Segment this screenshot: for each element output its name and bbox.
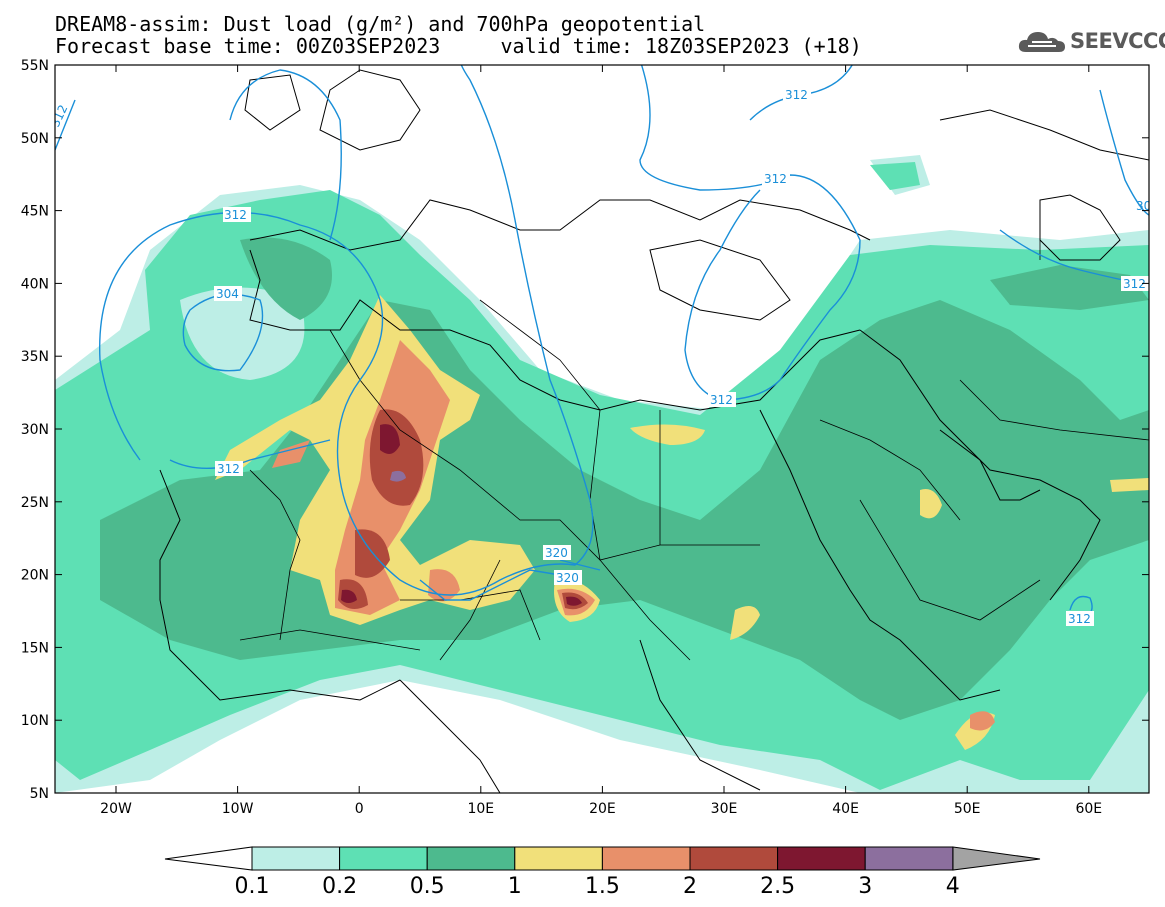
contour-label-group: 312 312 304 312 312 312 320 320 312 312 … <box>55 87 1151 626</box>
contour-label: 312 <box>764 172 787 186</box>
contour-label: 320 <box>556 571 579 585</box>
dust-band-3 <box>390 470 406 482</box>
colorbar-label: 2 <box>683 874 697 899</box>
lat-label: 10N <box>21 713 49 729</box>
lat-label: 5N <box>30 786 49 802</box>
dust-band-1.5d <box>970 711 995 731</box>
lat-label: 45N <box>21 204 49 220</box>
lon-label: 30E <box>711 801 738 817</box>
lat-label: 25N <box>21 495 49 511</box>
colorbar-label: 0.2 <box>322 874 357 899</box>
colorbar-cell <box>514 846 603 871</box>
dust-band-2.5c <box>566 596 582 606</box>
contour-label: 312 <box>1123 277 1146 291</box>
dust-band-0.2c <box>870 162 920 190</box>
dust-band-0.5c <box>990 265 1149 310</box>
contour-label: 312 <box>710 393 733 407</box>
lon-label: 50E <box>954 801 981 817</box>
colorbar-cell <box>689 846 779 871</box>
lon-label: 10W <box>222 801 254 817</box>
colorbar-label: 4 <box>946 874 960 899</box>
colorbar-label: 2.5 <box>760 874 795 899</box>
longitude-labels: 20W 10W 0 10E 20E 30E 40E 50E 60E <box>100 801 1102 817</box>
lat-label: 40N <box>21 276 49 292</box>
logo-text: SEEVCCC <box>1070 29 1165 53</box>
dust-band-0.5b <box>240 237 332 320</box>
lon-label: 60E <box>1075 801 1102 817</box>
lat-label: 20N <box>21 568 49 584</box>
axis-ticks <box>55 64 1149 794</box>
dust-band-2.5b <box>341 589 357 603</box>
lat-label: 50N <box>21 131 49 147</box>
lon-label: 40E <box>832 801 859 817</box>
contour-label: 304 <box>216 287 239 301</box>
contour-label: 312 <box>224 208 247 222</box>
forecast-time-line: Forecast base time: 00Z03SEP2023 valid t… <box>55 34 862 58</box>
contour-label: 312 <box>1068 612 1091 626</box>
colorbar-high-arrow <box>952 846 1041 871</box>
lat-label: 15N <box>21 640 49 656</box>
dust-band-1g <box>1110 478 1149 492</box>
colorbar-cell <box>251 846 341 871</box>
lat-label: 55N <box>21 58 49 74</box>
dust-band-0.2b <box>180 287 305 380</box>
colorbar-cell <box>601 846 691 871</box>
lon-label: 20E <box>589 801 616 817</box>
colorbar-cell <box>777 846 866 871</box>
lat-label: 35N <box>21 349 49 365</box>
colorbar-cell <box>864 846 954 871</box>
cloud-icon <box>1018 32 1065 52</box>
lon-label: 0 <box>355 801 364 817</box>
coastlines <box>159 69 1149 793</box>
dust-band-2.5 <box>380 424 400 454</box>
colorbar-low-arrow <box>164 846 253 871</box>
lon-label: 20W <box>100 801 132 817</box>
contour-label: 320 <box>545 546 568 560</box>
colorbar-cell <box>426 846 516 871</box>
colorbar-label: 1 <box>508 874 522 899</box>
dust-band-1e <box>730 606 760 640</box>
colorbar-label: 0.5 <box>410 874 445 899</box>
dust-band-1c <box>630 424 705 445</box>
borders <box>239 200 1149 661</box>
latitude-labels: 55N 50N 45N 40N 35N 30N 25N 20N 15N 10N 5N <box>21 58 49 802</box>
colorbar-label: 3 <box>858 874 872 899</box>
colorbar-label: 1.5 <box>585 874 620 899</box>
colorbar-cell <box>339 846 428 871</box>
lon-label: 10E <box>467 801 494 817</box>
contour-label: 312 <box>785 88 808 102</box>
contour-label: 312 <box>217 462 240 476</box>
contour-label: 30 <box>1136 199 1151 213</box>
lat-label: 30N <box>21 422 49 438</box>
map-title: DREAM8-assim: Dust load (g/m²) and 700hP… <box>55 12 706 36</box>
dust-band-1d <box>920 489 942 519</box>
seevccc-logo: SEEVCCC <box>1018 28 1165 54</box>
colorbar-label: 0.1 <box>235 874 270 899</box>
